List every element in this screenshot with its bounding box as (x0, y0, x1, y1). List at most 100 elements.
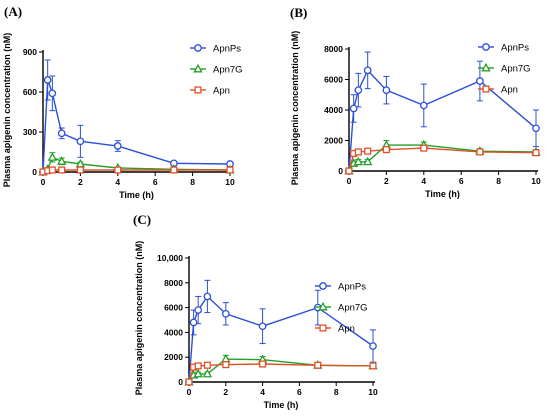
data-point (363, 156, 373, 166)
x-axis-title: Time (h) (119, 190, 154, 200)
data-point (58, 166, 66, 174)
legend-marker (319, 282, 327, 290)
data-point (76, 137, 85, 146)
panel-b: (B) 0 2000 4000 6000 8000 0 2 4 6 8 10 Time (h) Plasm… (290, 5, 541, 199)
x-tick-label: 4 (421, 176, 426, 186)
x-tick-label: 8 (190, 177, 195, 187)
series-apnps (345, 51, 540, 175)
legend-marker (482, 85, 490, 93)
x-tick-label: 8 (334, 387, 339, 397)
x-tick-label: 0 (187, 387, 192, 397)
y-tick-label: 0 (32, 167, 37, 177)
legend-label: Apn (338, 324, 355, 335)
data-point (369, 342, 377, 350)
series-line (188, 358, 374, 383)
data-point (222, 361, 230, 369)
x-tick-label: 0 (41, 177, 46, 187)
x-tick-label: 6 (297, 387, 302, 397)
data-point (420, 144, 428, 152)
data-point (76, 166, 84, 174)
data-point (382, 146, 390, 154)
x-tick-label: 0 (347, 176, 352, 186)
data-point (226, 166, 234, 174)
legend-item-apnps: ApnPs (478, 43, 529, 54)
y-tick-label: 600 (23, 87, 37, 97)
data-point (221, 353, 231, 363)
data-point (221, 309, 230, 318)
y-tick-label: 4000 (324, 105, 343, 115)
data-point (354, 148, 362, 156)
x-axis-title: Time (h) (425, 189, 460, 199)
data-point (170, 166, 178, 174)
series-apn (39, 166, 234, 176)
y-tick-label: 2000 (324, 136, 343, 146)
data-point (476, 77, 484, 85)
data-point (202, 368, 213, 378)
legend-marker (194, 44, 202, 52)
series-apnps (39, 59, 234, 176)
panel-label: (A) (4, 4, 22, 19)
data-point (369, 362, 377, 370)
y-axis-title: Plasma apigenin concentration (nM) (2, 33, 12, 188)
y-tick-label: 8000 (164, 278, 183, 288)
data-point (203, 292, 212, 301)
legend-label: Apn7G (501, 64, 531, 75)
series-apn (185, 360, 377, 386)
data-point (57, 156, 67, 165)
legend-marker (319, 324, 327, 332)
data-point (57, 129, 66, 138)
x-tick-label: 2 (223, 387, 228, 397)
data-point (382, 86, 391, 95)
x-tick-label: 10 (368, 387, 378, 397)
data-point (75, 158, 86, 168)
y-tick-label: 900 (23, 47, 37, 57)
x-tick-label: 2 (78, 177, 83, 187)
y-tick-label: 6000 (164, 303, 183, 313)
series-apn7g (184, 353, 378, 386)
legend-item-apnps: ApnPs (315, 282, 366, 293)
legend-item-apn: Apn (478, 85, 518, 96)
data-point (185, 378, 193, 386)
panel-label: (C) (133, 212, 151, 227)
data-point (113, 142, 122, 150)
y-axis-title: Plasma apigenin concentration (nM) (290, 31, 300, 186)
x-tick-label: 2 (384, 176, 389, 186)
data-point (259, 360, 267, 368)
y-tick-label: 6000 (324, 75, 343, 85)
data-point (189, 318, 198, 327)
data-point (194, 362, 202, 370)
x-tick-label: 8 (496, 176, 501, 186)
data-point (314, 361, 322, 369)
legend-marker (481, 62, 491, 72)
data-point (532, 149, 540, 157)
data-point (419, 101, 428, 110)
x-tick-label: 10 (531, 176, 541, 186)
y-tick-label: 2000 (164, 352, 183, 362)
x-tick-label: 6 (459, 176, 464, 186)
y-tick-label: 8000 (324, 44, 343, 54)
data-point (48, 89, 57, 98)
data-point (203, 361, 211, 369)
series-apn7g (344, 139, 541, 175)
data-point (532, 124, 540, 133)
y-axis-title: Plasma apigenin concentration (nM) (134, 241, 144, 396)
data-point (194, 306, 203, 314)
data-point (193, 368, 203, 378)
data-point (47, 152, 58, 161)
y-tick-label: 10,000 (157, 253, 183, 263)
data-point (476, 148, 484, 156)
y-tick-label: 0 (178, 377, 183, 387)
x-tick-label: 6 (153, 177, 158, 187)
legend-marker (193, 63, 203, 73)
legend-label: Apn7G (338, 303, 368, 314)
series-line (42, 79, 231, 173)
x-axis-title: Time (h) (264, 400, 299, 410)
data-point (364, 147, 372, 155)
series-apnps (185, 279, 377, 386)
x-tick-label: 4 (260, 387, 265, 397)
panel-c: (C) 0 2000 4000 6000 8000 10,000 0 2 4 6 8 10 Time (h… (133, 212, 378, 410)
legend-item-apn: Apn (190, 86, 230, 97)
legend-item-apnps: ApnPs (190, 44, 241, 55)
panel-a: (A) 0 300 600 900 0 2 4 6 8 10 Time (h) Plasma apige… (2, 4, 243, 200)
